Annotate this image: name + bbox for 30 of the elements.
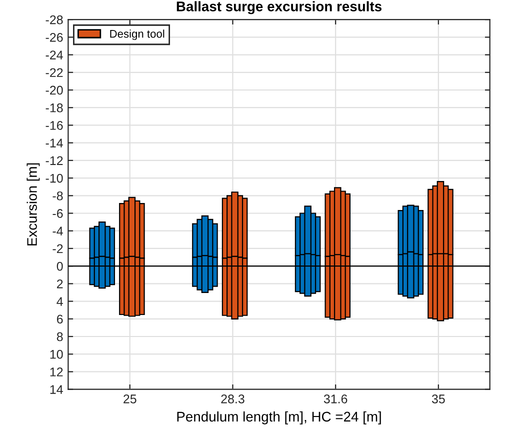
y-tick-label: 0 <box>56 262 63 271</box>
y-tick-label: -4 <box>52 226 63 236</box>
y-tick-label: -24 <box>46 50 63 60</box>
y-tick-label: -16 <box>46 121 63 130</box>
y-tick-label: -6 <box>52 209 63 218</box>
x-tick-label: 28.3 <box>221 394 244 404</box>
y-tick-label: 2 <box>56 279 63 288</box>
y-tick-label: -18 <box>46 103 63 112</box>
x-tick-label: 35 <box>432 394 445 404</box>
y-tick-label: -14 <box>46 138 63 148</box>
chart-title: Ballast surge excursion results <box>176 1 382 14</box>
y-tick-label: -10 <box>46 174 63 183</box>
y-tick-label: -22 <box>46 68 63 77</box>
y-tick-label: 12 <box>50 368 63 376</box>
y-tick-label: -28 <box>46 15 63 24</box>
y-tick-label: 8 <box>56 332 63 342</box>
y-tick-label: -2 <box>52 244 63 253</box>
x-tick-label: 25 <box>124 394 136 404</box>
y-tick-label: -26 <box>46 32 63 42</box>
legend-label: Design tool <box>110 30 164 40</box>
y-axis-title: Excursion [m] <box>26 163 40 246</box>
y-tick-label: -12 <box>46 156 63 165</box>
x-tick-label: 31.6 <box>324 394 348 404</box>
y-tick-label: 10 <box>50 350 63 359</box>
x-axis-title: Pendulum length [m], HC =24 [m] <box>177 411 381 424</box>
y-tick-label: -8 <box>52 191 63 200</box>
y-tick-label: 6 <box>56 314 63 324</box>
y-tick-label: 14 <box>50 385 63 394</box>
y-tick-label: 4 <box>56 297 63 306</box>
y-tick-label: -20 <box>46 86 63 95</box>
